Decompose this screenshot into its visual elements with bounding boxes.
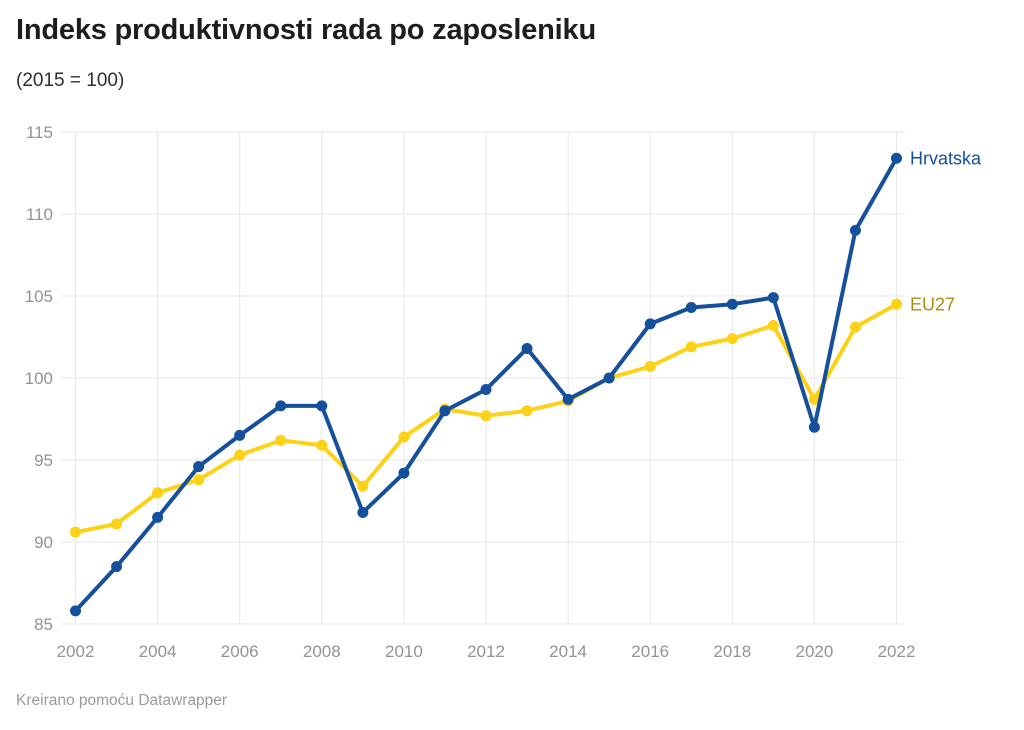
hrvatska-point[interactable]	[603, 372, 615, 384]
hrvatska-point[interactable]	[644, 318, 656, 330]
hrvatska-point[interactable]	[316, 400, 328, 412]
eu27-point[interactable]	[849, 321, 861, 333]
eu27-point[interactable]	[767, 320, 779, 332]
eu27-point[interactable]	[111, 518, 123, 530]
x-tick-label: 2008	[303, 642, 341, 661]
y-tick-label: 90	[34, 533, 53, 552]
eu27-point[interactable]	[644, 361, 656, 373]
y-tick-label: 105	[25, 287, 53, 306]
eu27-point[interactable]	[521, 405, 533, 417]
hrvatska-point[interactable]	[849, 224, 861, 236]
eu27-point[interactable]	[357, 480, 369, 492]
eu27-point[interactable]	[808, 393, 820, 405]
hrvatska-point[interactable]	[521, 342, 533, 354]
hrvatska-point[interactable]	[480, 383, 492, 395]
eu27-point[interactable]	[726, 333, 738, 345]
y-tick-label: 110	[26, 205, 53, 224]
hrvatska-point[interactable]	[685, 301, 697, 313]
eu27-point[interactable]	[685, 341, 697, 353]
y-tick-label: 95	[34, 451, 53, 470]
x-tick-label: 2022	[878, 642, 916, 661]
footer-credit-link[interactable]: Kreirano pomoću Datawrapper	[16, 692, 228, 709]
x-tick-label: 2012	[467, 642, 505, 661]
eu27-point[interactable]	[891, 298, 902, 310]
hrvatska-point[interactable]	[891, 152, 902, 164]
eu27-point[interactable]	[316, 439, 328, 451]
x-tick-label: 2014	[549, 642, 587, 661]
hrvatska-point[interactable]	[111, 561, 123, 573]
x-tick-label: 2016	[631, 642, 669, 661]
x-tick-label: 2002	[57, 642, 95, 661]
chart-title: Indeks produktivnosti rada po zaposlenik…	[16, 14, 596, 46]
hrvatska-series-label: Hrvatska	[910, 149, 982, 169]
chart-subtitle: (2015 = 100)	[16, 70, 125, 91]
x-tick-label: 2006	[221, 642, 259, 661]
hrvatska-point[interactable]	[234, 429, 246, 441]
eu27-point[interactable]	[193, 474, 205, 486]
hrvatska-point[interactable]	[193, 461, 205, 473]
eu27-series-label: EU27	[910, 295, 955, 315]
x-tick-label: 2018	[713, 642, 751, 661]
hrvatska-point[interactable]	[726, 298, 738, 310]
hrvatska-point[interactable]	[70, 605, 81, 617]
hrvatska-point[interactable]	[357, 506, 369, 518]
hrvatska-point[interactable]	[439, 405, 451, 417]
hrvatska-point[interactable]	[767, 292, 779, 304]
y-tick-label: 100	[25, 369, 53, 388]
hrvatska-point[interactable]	[152, 511, 164, 523]
y-tick-label: 85	[34, 615, 53, 634]
hrvatska-point[interactable]	[398, 467, 410, 479]
hrvatska-point[interactable]	[275, 400, 287, 412]
eu27-point[interactable]	[234, 449, 246, 461]
x-tick-label: 2020	[795, 642, 833, 661]
eu27-point[interactable]	[480, 410, 492, 422]
hrvatska-point[interactable]	[562, 393, 574, 405]
x-tick-label: 2010	[385, 642, 423, 661]
eu27-point[interactable]	[70, 526, 81, 538]
hrvatska-point[interactable]	[808, 421, 820, 433]
y-tick-label: 115	[26, 123, 53, 142]
eu27-point[interactable]	[152, 487, 164, 499]
x-tick-label: 2004	[139, 642, 177, 661]
eu27-point[interactable]	[275, 434, 287, 446]
eu27-point[interactable]	[398, 431, 410, 443]
